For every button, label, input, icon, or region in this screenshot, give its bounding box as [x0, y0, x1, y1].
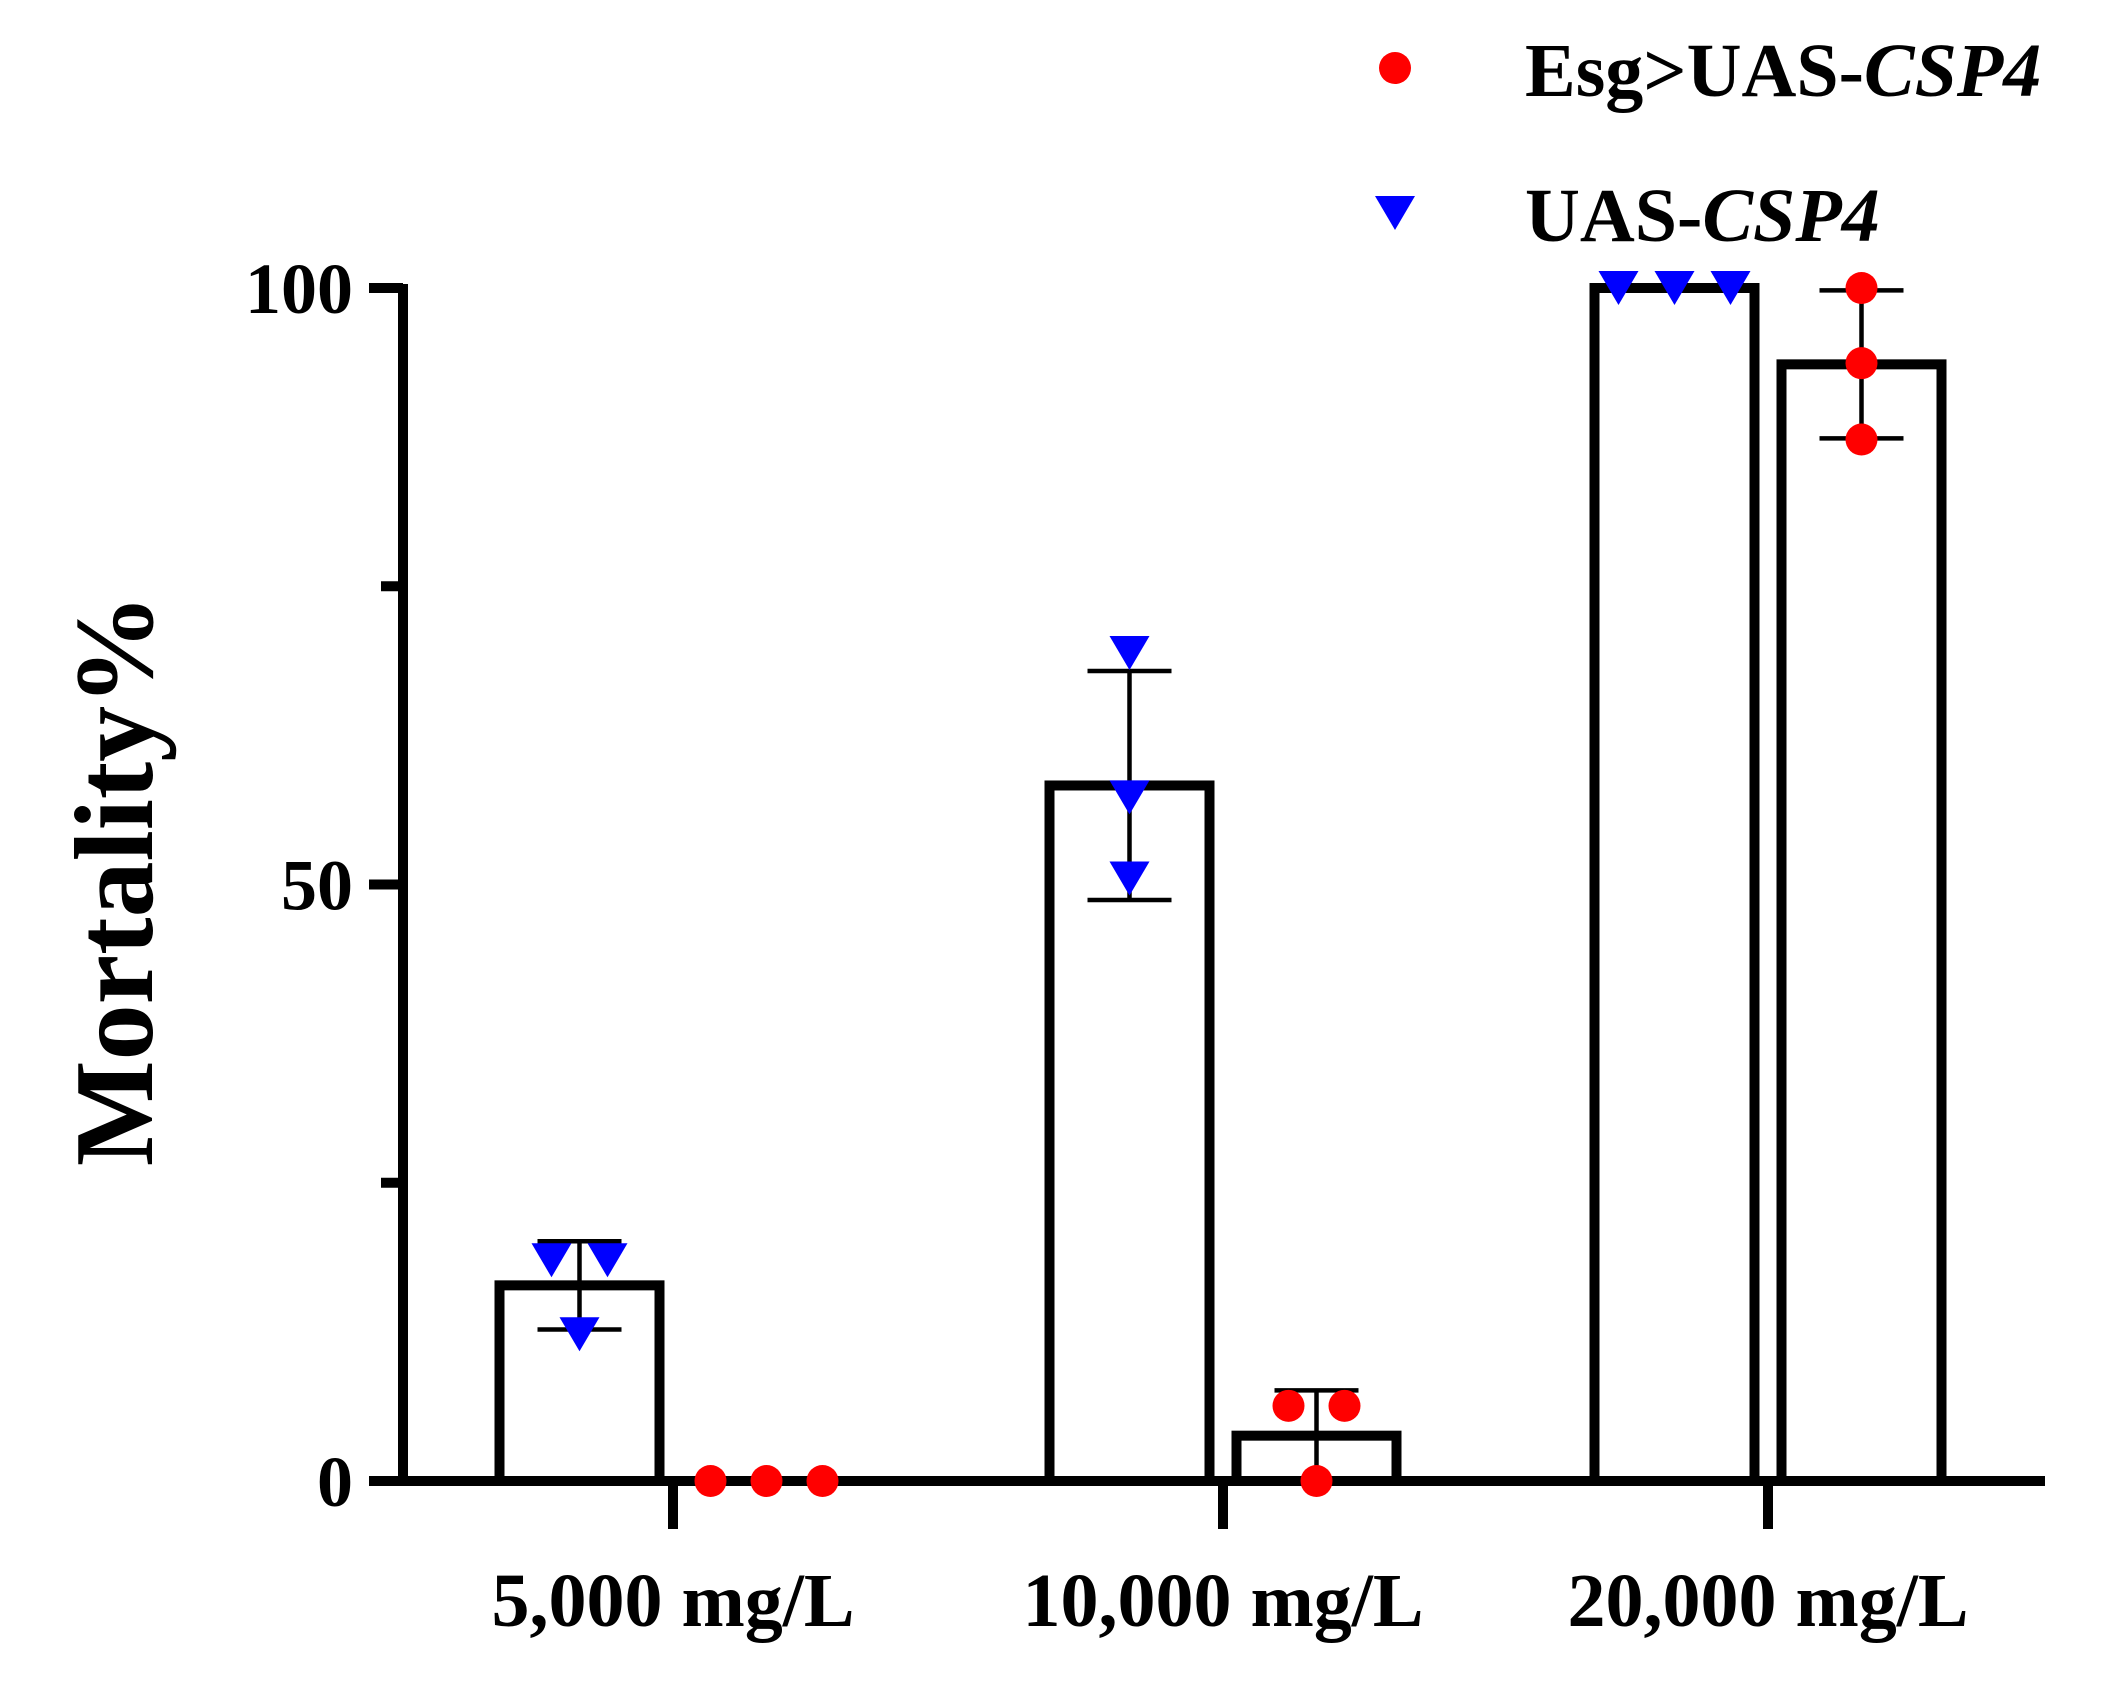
data-point-triangle [1710, 271, 1751, 305]
data-point-circle [1845, 347, 1878, 380]
data-point-triangle [1109, 780, 1150, 815]
data-points [531, 271, 1878, 1497]
data-point-triangle [531, 1243, 572, 1278]
labels: 0 50 100 5,000 mg/L 10,000 mg/L 20,000 mg/L Mo… [53, 249, 1969, 1643]
data-point-circle [694, 1465, 727, 1497]
data-point-circle [1845, 272, 1878, 304]
data-point-triangle [1109, 636, 1150, 671]
legend-label-prefix: Esg>UAS- [1525, 29, 1864, 113]
legend-label-prefix: UAS- [1525, 174, 1702, 258]
bar [1589, 283, 1760, 1486]
legend-label: Esg>UAS-CSP4 [1525, 29, 2041, 113]
legend-label-gene: CSP4 [1702, 174, 1879, 258]
data-point-circle [1300, 1465, 1333, 1497]
data-point-circle [1328, 1389, 1361, 1422]
bars [494, 283, 1947, 1487]
y-axis-title: Mortality% [53, 594, 177, 1166]
x-category-label: 10,000 mg/L [1022, 1559, 1423, 1643]
x-category-label: 5,000 mg/L [491, 1559, 854, 1643]
legend-marker-circle [1379, 52, 1411, 84]
axes [369, 283, 2045, 1529]
data-point-circle [806, 1465, 839, 1497]
data-point-triangle [1109, 861, 1150, 896]
data-point-triangle [1654, 271, 1695, 305]
data-point-triangle [587, 1243, 628, 1278]
legend-marker-triangle [1375, 196, 1415, 230]
y-tick-label: 0 [317, 1442, 353, 1522]
data-point-triangle [1598, 271, 1639, 305]
legend-label-gene: CSP4 [1864, 29, 2041, 113]
data-point-triangle [559, 1317, 600, 1352]
legend-label: UAS-CSP4 [1525, 174, 1880, 258]
y-tick-label: 100 [245, 249, 353, 329]
data-point-circle [750, 1465, 783, 1497]
x-category-label: 20,000 mg/L [1567, 1559, 1968, 1643]
data-point-circle [1272, 1389, 1305, 1422]
bar [1776, 359, 1947, 1486]
data-point-circle [1845, 423, 1878, 456]
y-tick-label: 50 [281, 846, 353, 926]
